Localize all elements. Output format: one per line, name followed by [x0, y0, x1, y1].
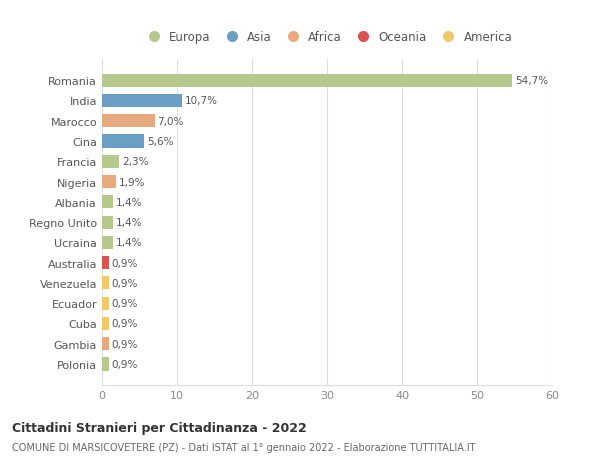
Text: 0,9%: 0,9%	[112, 339, 138, 349]
Text: 0,9%: 0,9%	[112, 298, 138, 308]
Text: 0,9%: 0,9%	[112, 319, 138, 329]
Text: 2,3%: 2,3%	[122, 157, 149, 167]
Text: 5,6%: 5,6%	[147, 137, 173, 147]
Bar	[102, 156, 119, 168]
Legend: Europa, Asia, Africa, Oceania, America: Europa, Asia, Africa, Oceania, America	[137, 27, 517, 49]
Text: 1,4%: 1,4%	[116, 197, 142, 207]
Bar	[102, 176, 116, 189]
Text: 0,9%: 0,9%	[112, 278, 138, 288]
Text: 0,9%: 0,9%	[112, 359, 138, 369]
Bar	[102, 115, 155, 128]
Bar	[102, 358, 109, 371]
Bar	[102, 257, 109, 269]
Bar	[102, 135, 144, 148]
Bar	[102, 317, 109, 330]
Text: Cittadini Stranieri per Cittadinanza - 2022: Cittadini Stranieri per Cittadinanza - 2…	[12, 421, 307, 435]
Text: 10,7%: 10,7%	[185, 96, 218, 106]
Bar	[102, 196, 113, 209]
Bar	[102, 297, 109, 310]
Bar	[102, 74, 512, 88]
Bar	[102, 216, 113, 229]
Bar	[102, 236, 113, 249]
Bar	[102, 337, 109, 351]
Text: 7,0%: 7,0%	[157, 117, 184, 127]
Bar	[102, 95, 182, 108]
Text: COMUNE DI MARSICOVETERE (PZ) - Dati ISTAT al 1° gennaio 2022 - Elaborazione TUTT: COMUNE DI MARSICOVETERE (PZ) - Dati ISTA…	[12, 442, 476, 452]
Text: 0,9%: 0,9%	[112, 258, 138, 268]
Text: 1,4%: 1,4%	[116, 218, 142, 228]
Text: 1,9%: 1,9%	[119, 177, 146, 187]
Bar	[102, 277, 109, 290]
Text: 54,7%: 54,7%	[515, 76, 548, 86]
Text: 1,4%: 1,4%	[116, 238, 142, 248]
